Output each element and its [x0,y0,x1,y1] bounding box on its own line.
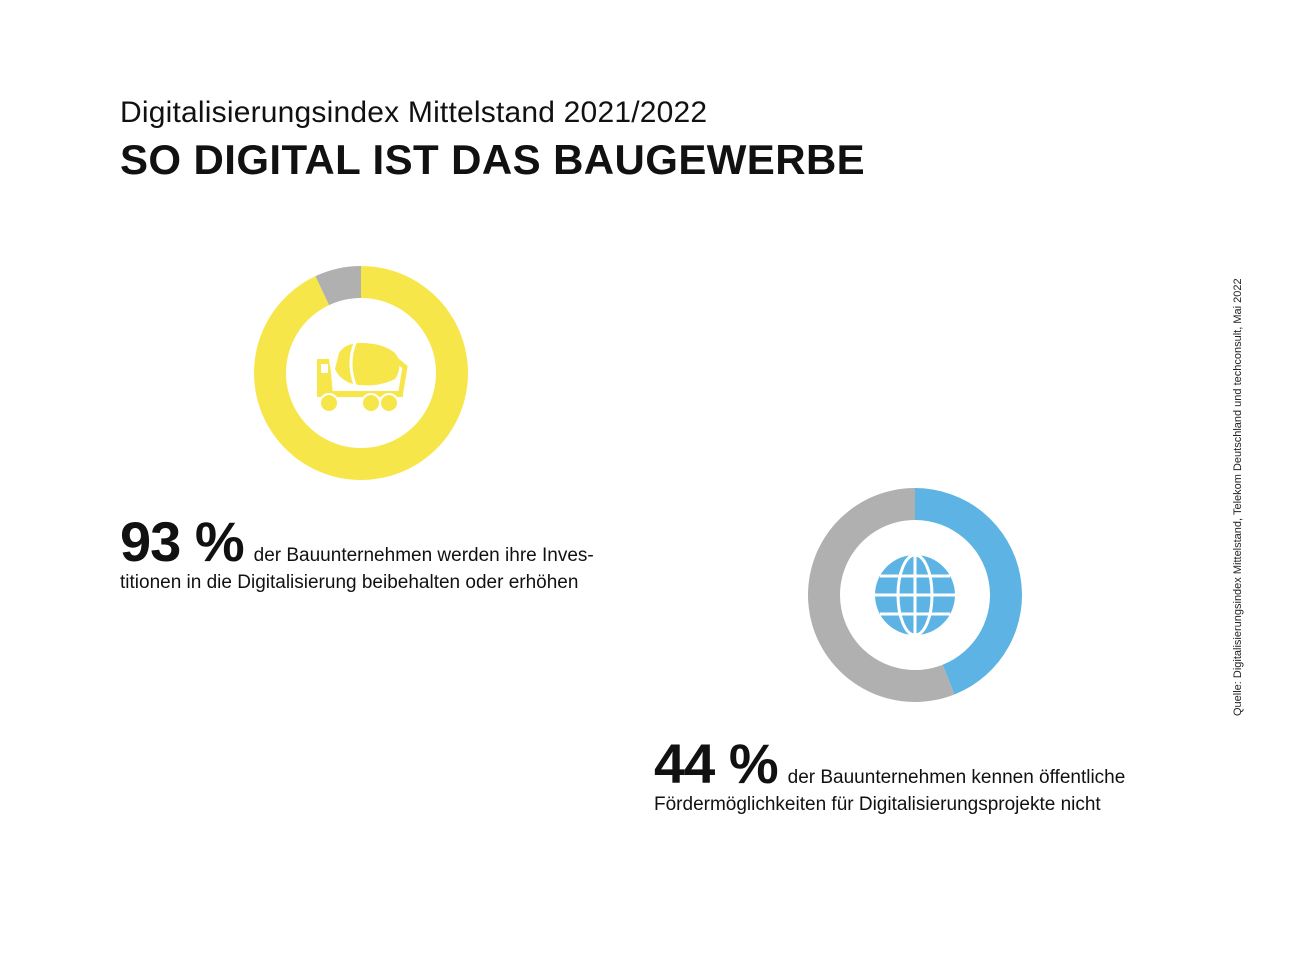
concrete-mixer-truck-icon [317,342,408,413]
stat-text-line2: titionen in die Digitalisierung beibehal… [120,572,579,593]
stat-funding: 44 % der Bauunternehmen kennen öffentlic… [654,736,1125,818]
source-note: Quelle: Digitalisierungsindex Mittelstan… [1232,278,1244,716]
donut-chart-funding [808,488,1022,702]
donut-slice-0 [254,266,468,480]
header-title: SO DIGITAL IST DAS BAUGEWERBE [120,136,866,183]
globe-icon [875,553,955,637]
stat-text-line2: Fördermöglichkeiten für Digitalisierungs… [654,794,1101,815]
donut-slice-0 [915,488,1022,695]
stat-text-line1: der Bauunternehmen kennen öffentliche [787,767,1126,788]
donut-slice-1 [808,488,955,702]
stat-value: 44 % [654,732,779,795]
donut-chart-investments [254,266,468,480]
donut-slice-1 [315,266,361,306]
stat-value: 93 % [120,510,245,573]
stat-investments: 93 % der Bauunternehmen werden ihre Inve… [120,514,594,596]
stat-text-line1: der Bauunternehmen werden ihre Inves- [253,545,594,566]
header-subtitle: Digitalisierungsindex Mittelstand 2021/2… [120,96,708,129]
